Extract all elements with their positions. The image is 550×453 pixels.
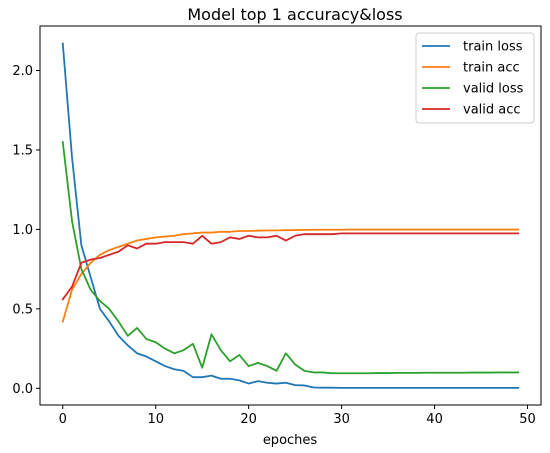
legend-label-valid-acc: valid acc xyxy=(463,103,521,118)
chart-title: Model top 1 accuracy&loss xyxy=(187,5,402,24)
legend-frame xyxy=(415,32,535,124)
legend-label-train-loss: train loss xyxy=(463,40,523,55)
axis-ticks: 0 10 20 30 40 50 0.0 0.5 1.0 1.5 2.0 xyxy=(12,64,535,427)
series-line-train-loss xyxy=(61,42,520,389)
x-tick-label: 0 xyxy=(59,412,67,427)
plot-frame xyxy=(39,25,542,406)
legend-label-valid-loss: valid loss xyxy=(463,82,524,97)
legend: train loss train acc valid loss valid acc xyxy=(415,32,535,124)
y-tick-label: 0.5 xyxy=(12,302,33,317)
series-line-valid-acc xyxy=(61,232,520,301)
series-lines xyxy=(61,42,520,389)
x-tick-label: 30 xyxy=(333,412,350,427)
x-tick-label: 10 xyxy=(147,412,164,427)
y-tick-label: 0.0 xyxy=(12,382,33,397)
series-line-train-acc xyxy=(61,228,520,323)
x-tick-label: 40 xyxy=(426,412,443,427)
legend-label-train-acc: train acc xyxy=(463,61,520,76)
y-tick-label: 1.0 xyxy=(12,223,33,238)
x-tick-label: 20 xyxy=(240,412,257,427)
plot-area xyxy=(39,25,542,406)
series-line-valid-loss xyxy=(61,141,520,375)
y-tick-label: 1.5 xyxy=(12,143,33,158)
y-tick-label: 2.0 xyxy=(12,64,33,79)
x-tick-label: 50 xyxy=(519,412,536,427)
x-axis-label: epoches xyxy=(263,433,318,448)
